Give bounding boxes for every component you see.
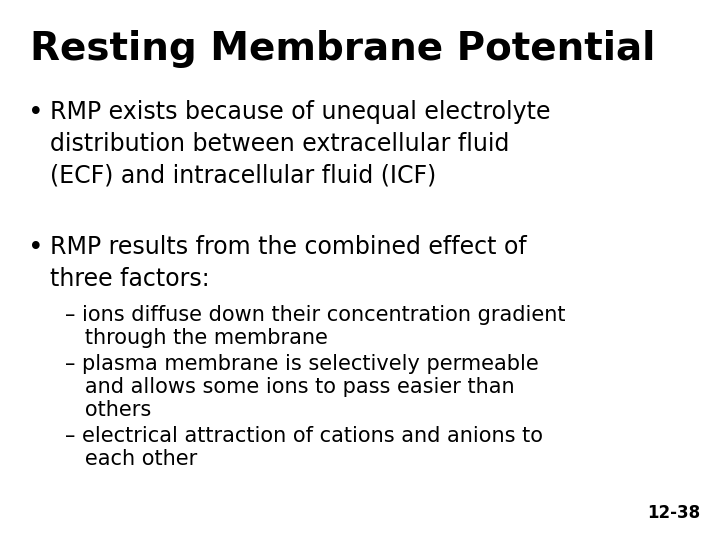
- Text: others: others: [65, 400, 151, 420]
- Text: RMP exists because of unequal electrolyte
distribution between extracellular flu: RMP exists because of unequal electrolyt…: [50, 100, 551, 187]
- Text: •: •: [28, 235, 44, 261]
- Text: – plasma membrane is selectively permeable: – plasma membrane is selectively permeab…: [65, 354, 539, 374]
- Text: through the membrane: through the membrane: [65, 328, 328, 348]
- Text: RMP results from the combined effect of
three factors:: RMP results from the combined effect of …: [50, 235, 527, 291]
- Text: and allows some ions to pass easier than: and allows some ions to pass easier than: [65, 377, 515, 397]
- Text: each other: each other: [65, 449, 197, 469]
- Text: •: •: [28, 100, 44, 126]
- Text: – ions diffuse down their concentration gradient: – ions diffuse down their concentration …: [65, 305, 565, 325]
- Text: – electrical attraction of cations and anions to: – electrical attraction of cations and a…: [65, 426, 543, 446]
- Text: 12-38: 12-38: [647, 504, 700, 522]
- Text: Resting Membrane Potential: Resting Membrane Potential: [30, 30, 655, 68]
